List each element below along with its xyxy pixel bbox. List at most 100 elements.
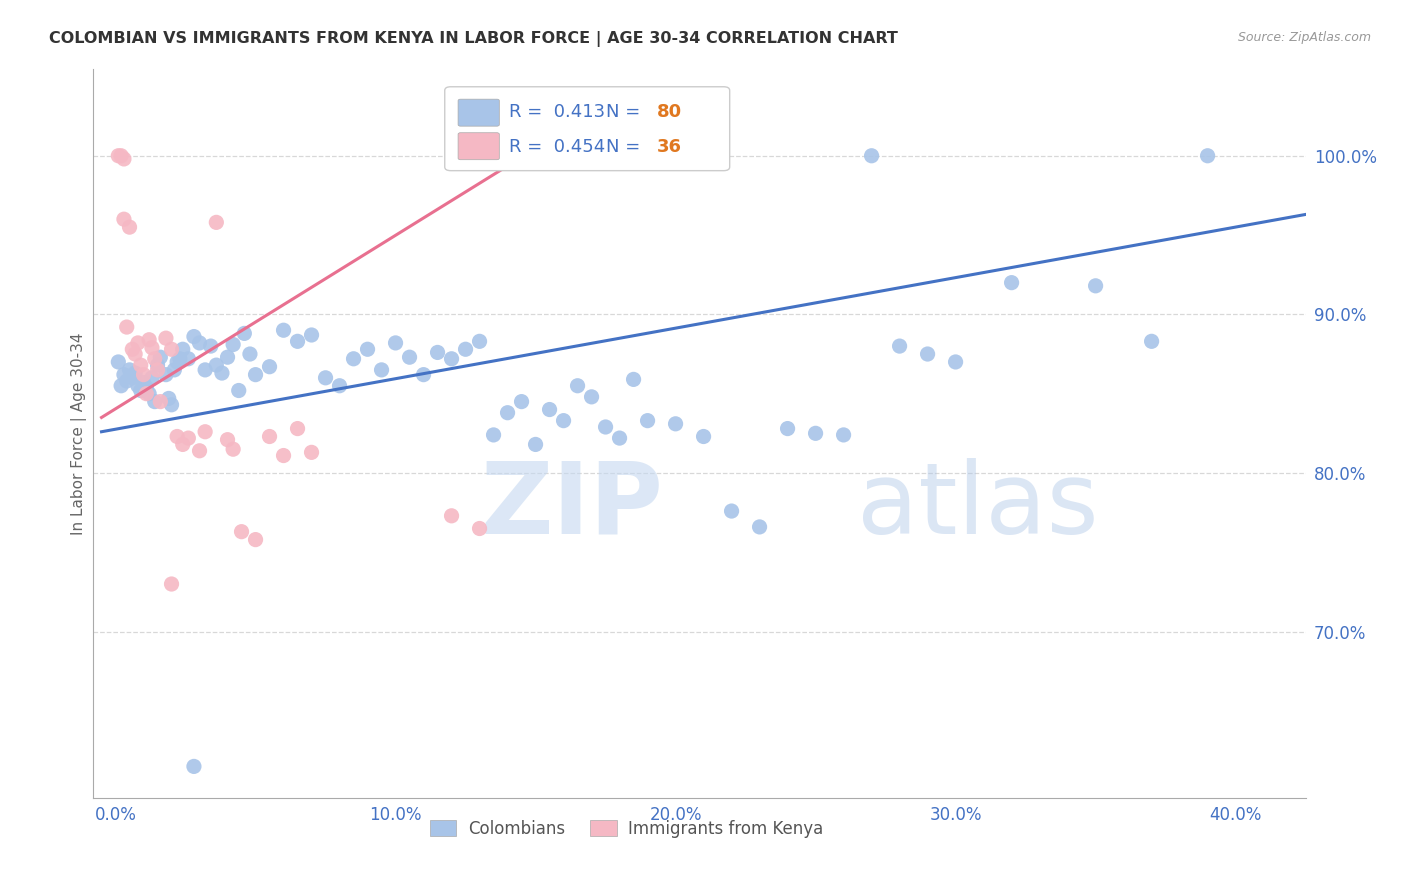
Point <box>138 386 160 401</box>
Point <box>110 378 132 392</box>
Point <box>917 347 939 361</box>
Point <box>273 449 295 463</box>
Point <box>115 320 138 334</box>
Point <box>177 431 200 445</box>
Point <box>172 343 194 357</box>
Point <box>259 429 281 443</box>
Point <box>194 425 217 439</box>
Text: atlas: atlas <box>858 458 1099 555</box>
Point <box>129 358 152 372</box>
Point <box>169 351 191 366</box>
Text: N =: N = <box>606 137 645 155</box>
Point <box>524 437 547 451</box>
Point <box>860 149 883 163</box>
Point <box>301 445 323 459</box>
Point <box>426 345 449 359</box>
Point <box>356 343 378 357</box>
Point <box>160 398 183 412</box>
Point <box>129 384 152 398</box>
Point <box>384 335 406 350</box>
Point <box>328 378 350 392</box>
FancyBboxPatch shape <box>458 99 499 126</box>
Point <box>482 428 505 442</box>
Point <box>183 329 205 343</box>
Point <box>157 392 180 406</box>
Point <box>188 335 211 350</box>
Point <box>581 390 603 404</box>
Point <box>228 384 250 398</box>
Point <box>200 339 222 353</box>
Point <box>692 429 714 443</box>
Point <box>832 428 855 442</box>
Point <box>259 359 281 374</box>
Point <box>609 431 631 445</box>
Point <box>239 347 262 361</box>
Point <box>945 355 967 369</box>
Point <box>155 331 177 345</box>
Point <box>115 374 138 388</box>
Point <box>107 149 129 163</box>
Point <box>121 343 143 357</box>
Point <box>166 429 188 443</box>
Point <box>132 368 155 382</box>
Text: N =: N = <box>606 103 645 121</box>
Point <box>440 508 463 523</box>
Point <box>112 152 135 166</box>
Point <box>146 363 169 377</box>
Point <box>1084 278 1107 293</box>
Point <box>720 504 742 518</box>
Point <box>188 443 211 458</box>
Point <box>287 334 309 349</box>
Point <box>118 220 141 235</box>
Point <box>1197 149 1219 163</box>
Point <box>748 520 770 534</box>
Point <box>510 394 533 409</box>
FancyBboxPatch shape <box>444 87 730 170</box>
Point <box>160 343 183 357</box>
Text: COLOMBIAN VS IMMIGRANTS FROM KENYA IN LABOR FORCE | AGE 30-34 CORRELATION CHART: COLOMBIAN VS IMMIGRANTS FROM KENYA IN LA… <box>49 31 898 47</box>
Text: 36: 36 <box>657 137 682 155</box>
Point <box>222 337 245 351</box>
Point <box>143 351 166 366</box>
Point <box>141 341 163 355</box>
Point <box>127 335 149 350</box>
Point <box>135 386 157 401</box>
Point <box>412 368 434 382</box>
Point <box>217 350 239 364</box>
Point <box>664 417 686 431</box>
Point <box>538 402 561 417</box>
Text: 80: 80 <box>657 103 682 121</box>
Point <box>163 363 186 377</box>
Text: R =  0.413: R = 0.413 <box>509 103 605 121</box>
Point <box>595 420 617 434</box>
Y-axis label: In Labor Force | Age 30-34: In Labor Force | Age 30-34 <box>72 332 87 534</box>
Point <box>211 366 233 380</box>
Point <box>141 371 163 385</box>
Text: ZIP: ZIP <box>479 458 664 555</box>
Point <box>155 368 177 382</box>
Point <box>468 334 491 349</box>
Point <box>124 347 146 361</box>
Point <box>398 350 420 364</box>
Point <box>623 372 645 386</box>
Point <box>166 355 188 369</box>
Point <box>567 378 589 392</box>
Point <box>233 326 256 341</box>
Point <box>124 366 146 380</box>
Point <box>342 351 364 366</box>
Point <box>217 433 239 447</box>
Point <box>177 351 200 366</box>
Point <box>172 437 194 451</box>
Point <box>205 215 228 229</box>
Point <box>637 414 659 428</box>
Point <box>118 363 141 377</box>
Point <box>301 328 323 343</box>
Text: R =  0.454: R = 0.454 <box>509 137 605 155</box>
Point <box>273 323 295 337</box>
Point <box>183 759 205 773</box>
Point <box>149 350 172 364</box>
Point <box>146 358 169 372</box>
Point <box>804 426 827 441</box>
Point <box>132 376 155 390</box>
Legend: Colombians, Immigrants from Kenya: Colombians, Immigrants from Kenya <box>423 814 831 845</box>
